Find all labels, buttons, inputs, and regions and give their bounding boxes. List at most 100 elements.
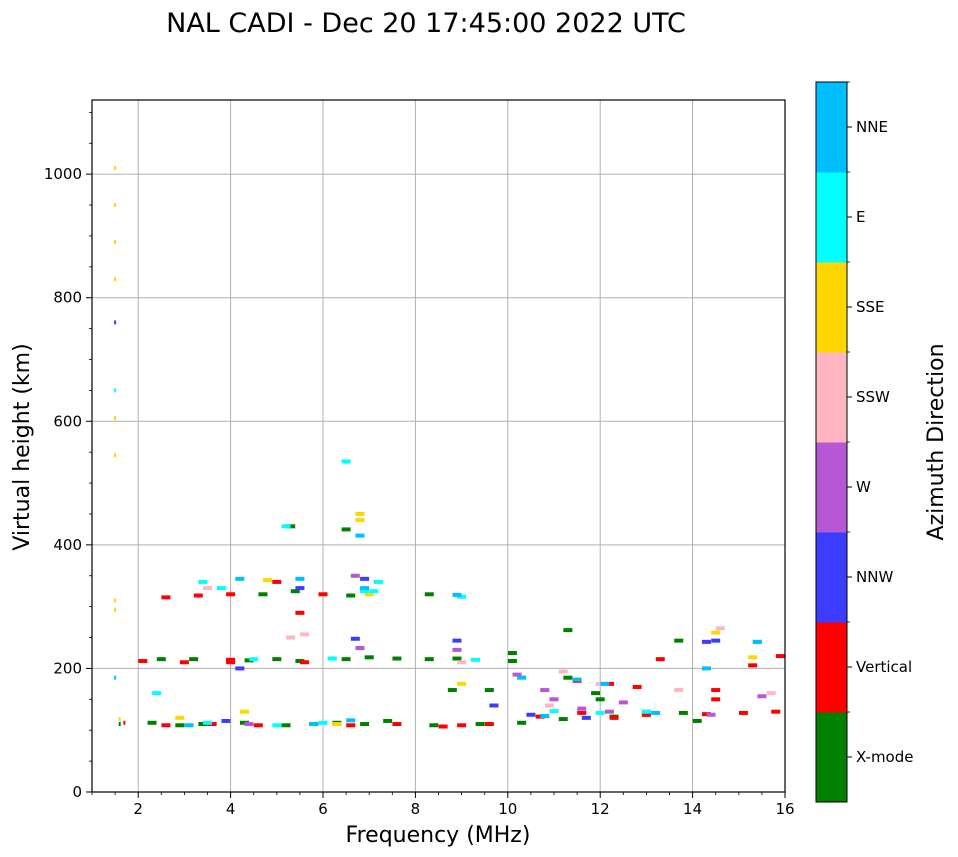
data-point-w [707, 713, 716, 717]
data-point-nne [600, 682, 609, 686]
colorbar-tick-label: E [856, 208, 865, 226]
data-point-w [605, 710, 614, 714]
chart-title: NAL CADI - Dec 20 17:45:00 2022 UTC [166, 8, 686, 39]
colorbar-tick-label: Vertical [856, 658, 912, 676]
data-point-vertical [485, 722, 494, 726]
data-point-w [540, 688, 549, 692]
data-point-vertical [457, 723, 466, 727]
y-tick-label: 1000 [44, 165, 82, 183]
data-point-nne [185, 723, 194, 727]
data-point-vertical [180, 660, 189, 664]
y-tick-label: 600 [53, 412, 82, 430]
data-point-nne [355, 534, 364, 538]
chart-figure: NAL CADI - Dec 20 17:45:00 2022 UTC 2468… [0, 0, 958, 857]
data-point-vertical [439, 725, 448, 729]
colorbar-segment [816, 532, 847, 623]
data-point-sse [240, 710, 249, 714]
data-point-nne [651, 711, 660, 715]
data-point-sse [114, 416, 116, 420]
data-point-nne [540, 714, 549, 718]
data-point-ssw [300, 632, 309, 636]
data-point-w [619, 700, 628, 704]
data-point-x-mode [596, 697, 605, 701]
x-tick-label: 16 [775, 800, 794, 818]
x-tick-label: 2 [133, 800, 143, 818]
colorbar-tick-label: SSW [856, 388, 890, 406]
data-point-w [577, 707, 586, 711]
data-point-nnw [711, 639, 720, 643]
data-point-nne [702, 666, 711, 670]
data-point-nnw [360, 577, 369, 581]
data-point-x-mode [392, 657, 401, 661]
data-point-sse [355, 512, 364, 516]
data-point-vertical [161, 723, 170, 727]
colorbar-segment [816, 712, 847, 803]
data-point-sse [114, 240, 116, 244]
data-point-nne [452, 593, 461, 597]
data-point-sse [711, 631, 720, 635]
y-tick-label: 400 [53, 536, 82, 554]
data-point-x-mode [452, 657, 461, 661]
data-point-x-mode [563, 676, 572, 680]
data-point-sse [114, 203, 116, 207]
data-point-sse [355, 518, 364, 522]
data-point-vertical [254, 723, 263, 727]
colorbar-tick-label: NNE [856, 118, 888, 136]
data-point-nnw [114, 320, 116, 324]
data-point-e [596, 711, 605, 715]
data-point-e [114, 388, 116, 392]
data-point-vertical [319, 592, 328, 596]
data-point-vertical [748, 663, 757, 667]
data-point-sse [114, 166, 116, 170]
data-point-e [471, 658, 480, 662]
data-point-vertical [194, 594, 203, 598]
data-point-x-mode [508, 651, 517, 655]
data-point-e [249, 657, 258, 661]
data-point-x-mode [476, 722, 485, 726]
data-point-nnw [351, 637, 360, 641]
data-point-nnw [582, 716, 591, 720]
data-point-vertical [392, 722, 401, 726]
data-point-w [452, 648, 461, 652]
data-point-x-mode [429, 723, 438, 727]
data-point-e [369, 589, 378, 593]
data-point-w [351, 574, 360, 578]
data-point-ssw [674, 688, 683, 692]
data-point-x-mode [591, 691, 600, 695]
data-point-x-mode [693, 719, 702, 723]
data-point-nnw [295, 586, 304, 590]
data-point-nne [114, 676, 116, 680]
data-point-e [328, 657, 337, 661]
data-point-vertical [610, 716, 619, 720]
x-tick-label: 6 [318, 800, 328, 818]
data-point-x-mode [508, 659, 517, 663]
data-point-sse [114, 453, 116, 457]
data-point-vertical [776, 654, 785, 658]
data-point-vertical [711, 697, 720, 701]
data-point-ssw [203, 586, 212, 590]
data-point-e [198, 580, 207, 584]
data-point-e [217, 586, 226, 590]
data-point-nnw [526, 713, 535, 717]
data-point-sse [748, 655, 757, 659]
y-axis-label: Virtual height (km) [10, 343, 35, 550]
data-point-sse [114, 277, 116, 281]
colorbar-tick-label: X-mode [856, 748, 913, 766]
x-tick-label: 4 [226, 800, 236, 818]
data-point-x-mode [517, 721, 526, 725]
data-point-x-mode [485, 688, 494, 692]
data-point-x-mode [360, 722, 369, 726]
colorbar: X-modeVerticalNNWWSSWSSEENNE [816, 82, 913, 803]
colorbar-tick-label: NNW [856, 568, 893, 586]
data-point-vertical [739, 711, 748, 715]
data-point-ssw [716, 626, 725, 630]
data-point-w [355, 646, 364, 650]
data-point-nne [573, 678, 582, 682]
data-point-e [282, 524, 291, 528]
data-point-e [272, 723, 281, 727]
y-tick-label: 200 [53, 659, 82, 677]
data-point-x-mode [175, 723, 184, 727]
data-point-x-mode [282, 723, 291, 727]
data-point-x-mode [563, 628, 572, 632]
data-point-w [245, 722, 254, 726]
